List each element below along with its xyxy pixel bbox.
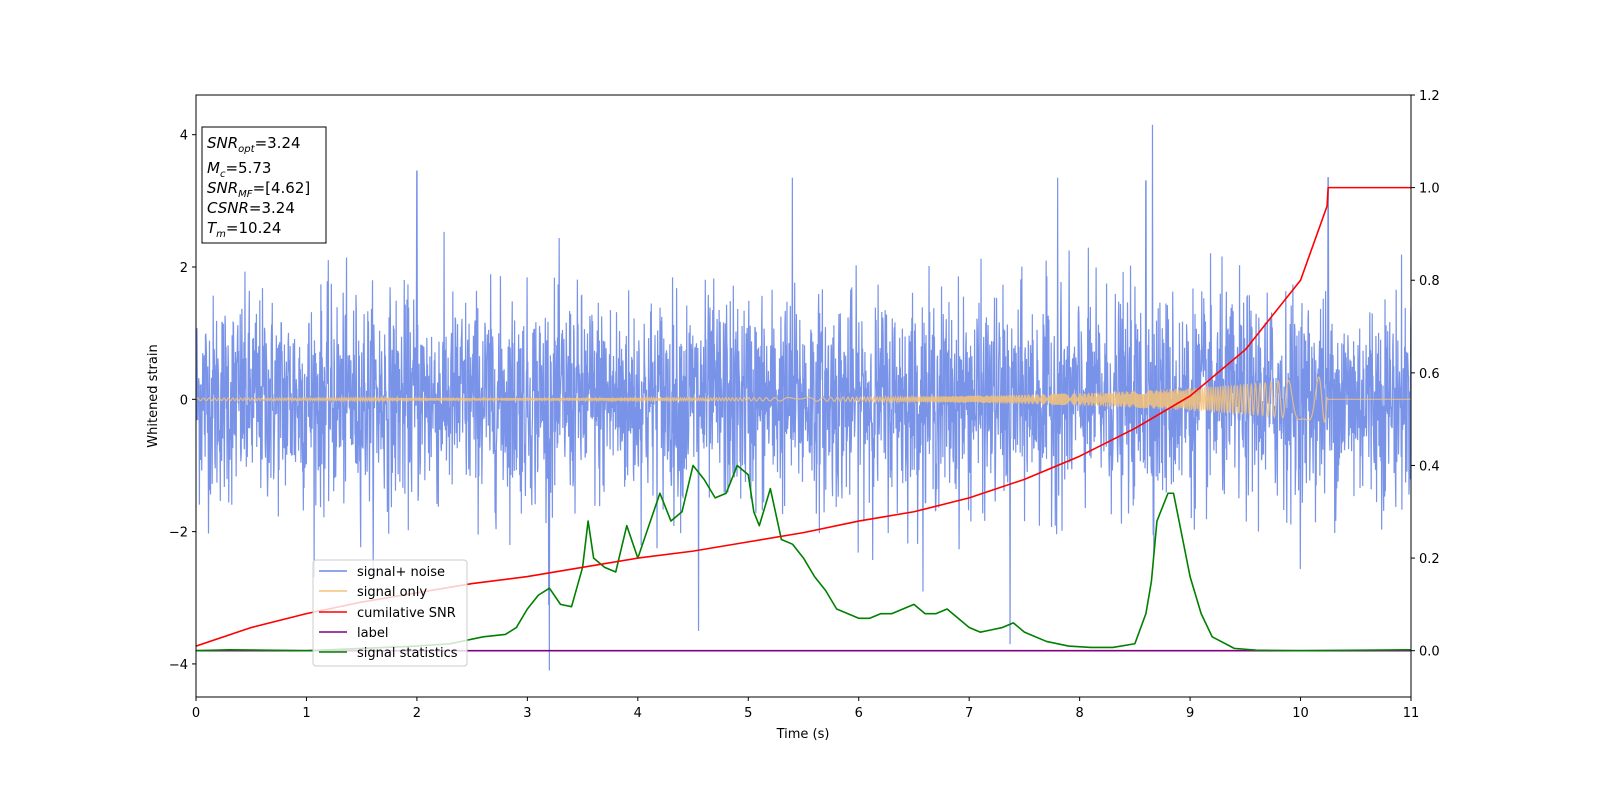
y-left-tick-label: −4 (169, 658, 188, 673)
legend-label-signal-statistics: signal statistics (357, 646, 458, 661)
x-tick-label: 7 (965, 706, 973, 721)
series-line-signal-only (196, 376, 1411, 424)
legend-label-label: label (357, 626, 388, 641)
x-tick-label: 9 (1186, 706, 1194, 721)
legend-label-cumulative-snr: cumilative SNR (357, 606, 456, 621)
x-tick-label: 11 (1403, 706, 1420, 721)
info-csnr: CSNR=3.24 (207, 199, 295, 217)
x-tick-label: 6 (855, 706, 863, 721)
x-tick-label: 5 (744, 706, 752, 721)
legend: signal+ noise signal only cumilative SNR… (312, 559, 468, 667)
x-tick-label: 0 (192, 706, 200, 721)
info-mc: Mc=5.73 (207, 159, 271, 180)
info-box-frame (201, 126, 327, 244)
info-box: SNRopt=3.24 Mc=5.73 SNRMF=[4.62] CSNR=3.… (201, 126, 327, 244)
legend-label-signal-only: signal only (357, 585, 427, 600)
info-snr-mf: SNRMF=[4.62] (207, 179, 310, 200)
series-line-signal-noise (196, 124, 1411, 671)
y-right-tick-label: 0.0 (1419, 645, 1440, 660)
y-left-tick-label: 4 (180, 129, 188, 144)
x-axis-label: Time (s) (776, 727, 830, 742)
x-tick-label: 4 (634, 706, 642, 721)
x-tick-label: 3 (523, 706, 531, 721)
info-tm: Tm=10.24 (207, 219, 281, 240)
y-right-tick-label: 1.0 (1419, 182, 1440, 197)
y-axis-label-left: Whitened strain (146, 344, 161, 447)
y-right-tick-label: 1.2 (1419, 89, 1440, 104)
ticks-layer: 0 1 2 3 4 5 6 7 8 9 10 11 −4 −2 0 2 4 0.0 0.2 0.4 0.6 0.8 1.0 1… (169, 89, 1440, 721)
x-tick-label: 1 (302, 706, 310, 721)
y-left-tick-label: −2 (169, 526, 188, 541)
x-tick-label: 8 (1075, 706, 1083, 721)
y-right-tick-label: 0.8 (1419, 274, 1440, 289)
y-left-tick-label: 0 (180, 393, 188, 408)
y-right-tick-label: 0.2 (1419, 552, 1440, 567)
legend-label-signal-noise: signal+ noise (357, 565, 445, 580)
plot-frame (195, 94, 1412, 698)
x-tick-label: 10 (1292, 706, 1309, 721)
legend-frame (312, 559, 468, 667)
y-right-tick-label: 0.6 (1419, 367, 1440, 382)
series-line-signal-statistics (196, 464, 1411, 652)
y-left-tick-label: 2 (180, 261, 188, 276)
x-tick-label: 2 (413, 706, 421, 721)
info-snr-opt: SNRopt=3.24 (207, 134, 301, 155)
y-right-tick-label: 0.4 (1419, 459, 1440, 474)
